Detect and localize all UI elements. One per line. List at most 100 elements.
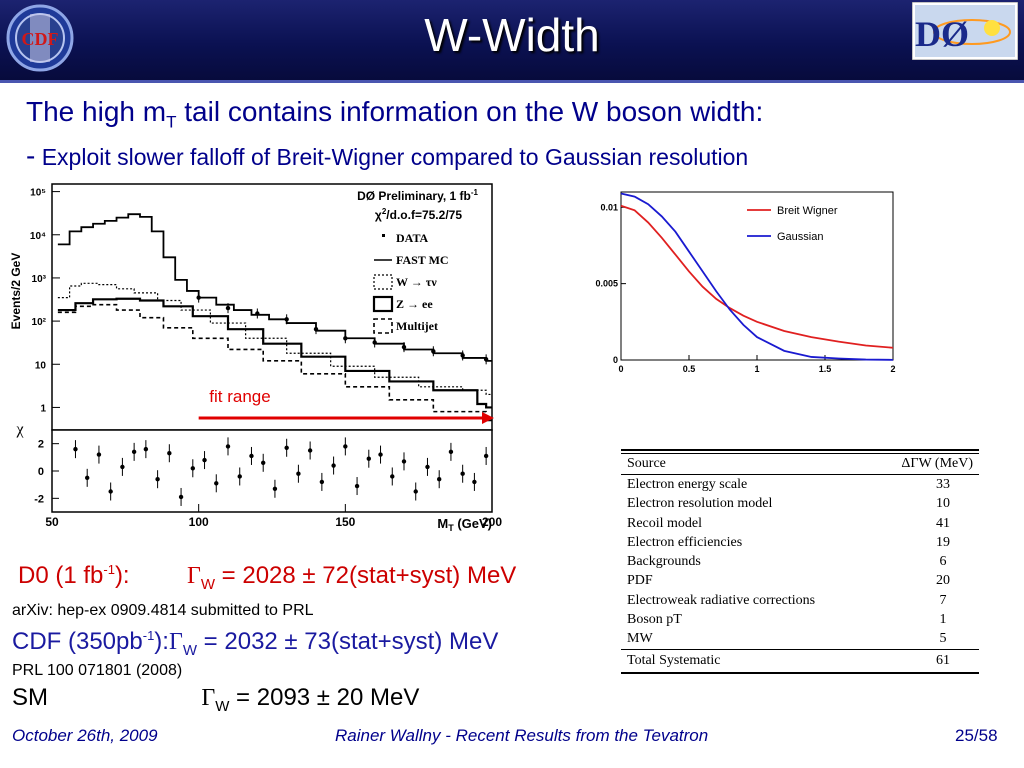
d0-logo-text: DØ <box>915 14 969 54</box>
fit-range-label: fit range <box>209 387 270 406</box>
chi2-label: χ2/d.o.f=75.2/75 <box>375 207 462 222</box>
data-point-7 <box>401 344 407 350</box>
table-cell-source: Boson pT <box>627 612 682 628</box>
d0-reference: arXiv: hep-ex 0909.4814 submitted to PRL <box>12 602 314 619</box>
table-row: PDF 20 <box>621 571 979 590</box>
residual-frame <box>51 429 493 513</box>
legend-label-4: Multijet <box>396 319 438 333</box>
d0-preliminary-label: DØ Preliminary, 1 fb-1 <box>357 188 478 203</box>
residual-point-2 <box>96 452 102 457</box>
series-multijet <box>57 303 492 422</box>
slide-title: W-Width <box>424 9 600 61</box>
residual-point-27 <box>390 474 395 479</box>
residual-point-19 <box>296 471 301 476</box>
cdf-logo-text: CDF <box>22 29 59 49</box>
table-header-delta: ΔΓW (MeV) <box>901 456 973 471</box>
legend-label-2: W → τν <box>396 275 437 289</box>
data-point-0 <box>196 295 201 300</box>
d0-result: D0 (1 fb-1): ΓW = 2028 ± 72(stat+syst) M… <box>18 562 516 593</box>
residual-point-6 <box>143 446 149 452</box>
intro-line-1-sub: T <box>166 112 177 132</box>
data-point-10 <box>483 357 489 362</box>
table-cell-value: 10 <box>936 496 950 512</box>
residual-point-22 <box>331 463 336 468</box>
residual-point-35 <box>483 453 489 459</box>
table-cell-source: PDF <box>627 573 653 589</box>
table-row: Electron efficiencies 19 <box>621 533 979 552</box>
d0-result-label: D0 (1 fb <box>18 562 104 589</box>
x-tick-label-50: 50 <box>45 515 59 529</box>
legend-marker-4 <box>373 318 393 334</box>
bw-y-tick-label-2: 0.01 <box>600 202 618 212</box>
cdf-result: CDF (350pb-1):ΓW = 2032 ± 73(stat+syst) … <box>12 628 498 659</box>
residual-point-13 <box>225 444 231 449</box>
bw-legend-label-0: Breit Wigner <box>777 205 838 217</box>
table-cell-source: Electron efficiencies <box>627 534 743 550</box>
table-cell-value: 5 <box>939 631 947 647</box>
residual-point-4 <box>120 464 125 470</box>
cdf-result-label: CDF (350pb <box>12 628 143 655</box>
main-frame <box>51 183 493 431</box>
residual-point-23 <box>343 444 348 449</box>
table-row: Electron resolution model 10 <box>621 494 979 513</box>
table-cell-source: MW <box>627 631 653 647</box>
sm-result: SM ΓW = 2093 ± 20 MeV <box>12 684 419 715</box>
footer-page: 25/58 <box>955 726 998 745</box>
residual-point-20 <box>307 448 313 453</box>
footer-center: Rainer Wallny - Recent Results from the … <box>335 726 709 745</box>
bw-series-0 <box>620 204 894 349</box>
residual-point-3 <box>108 489 113 494</box>
table-cell-source: Electroweak radiative corrections <box>627 592 816 608</box>
residual-point-18 <box>284 445 289 450</box>
fit-range-arrowhead <box>482 412 494 424</box>
residual-point-26 <box>378 452 383 457</box>
d0-logo: DØ <box>912 2 1018 60</box>
y-tick-label-3: 10³ <box>32 274 47 285</box>
data-point-6 <box>372 340 377 345</box>
table-cell-source: Electron resolution model <box>627 496 773 512</box>
table-cell-value: 41 <box>936 515 950 531</box>
residual-point-7 <box>155 477 160 482</box>
table-total-row: Total Systematic 61 <box>621 648 979 672</box>
bw-x-tick-label-1: 1 <box>754 364 759 374</box>
cdf-result-label-sup: -1 <box>142 628 155 643</box>
sm-gamma-sub: W <box>215 697 230 715</box>
residual-point-34 <box>472 479 477 485</box>
table-total-label: Total Systematic <box>627 652 721 668</box>
title-bar: W-Width <box>0 0 1024 83</box>
series-fast-mc <box>57 213 492 362</box>
table-header-source: Source <box>627 456 666 471</box>
table-cell-source: Backgrounds <box>627 554 701 570</box>
cdf-gamma: Γ <box>168 629 183 655</box>
residual-point-15 <box>249 453 254 459</box>
table-header: Source ΔΓW (MeV) <box>621 454 979 475</box>
d0-result-label-end: ): <box>114 562 130 589</box>
residual-point-17 <box>272 486 278 491</box>
residual-point-11 <box>202 457 207 463</box>
bw-gauss-chart: 0 0.5 1 1.5 2 0 0.005 0.01 Breit Wigner Gaussian <box>595 191 896 374</box>
y-tick-label-0: 1 <box>40 403 46 414</box>
y-tick-label-4: 10⁴ <box>30 231 46 242</box>
table-cell-value: 1 <box>939 612 947 628</box>
intro-line-1: The high mT tail contains information on… <box>26 96 763 133</box>
legend-marker-2 <box>373 274 393 290</box>
table-total-value: 61 <box>936 652 950 668</box>
bw-y-tick-label-0: 0 <box>613 355 618 365</box>
bw-legend-label-1: Gaussian <box>777 231 823 243</box>
data-point-4 <box>313 326 319 332</box>
residual-point-14 <box>237 474 242 479</box>
bw-legend: Breit Wigner Gaussian <box>747 205 838 243</box>
table-row: Electron energy scale 33 <box>621 475 979 494</box>
legend-marker-data <box>382 234 385 237</box>
table-row: MW 5 <box>621 629 979 648</box>
sm-result-value: = 2093 ± 20 MeV <box>229 684 420 711</box>
residual-y-label: χ <box>15 421 24 438</box>
d0-gamma: Γ <box>186 563 201 589</box>
residual-point-29 <box>413 489 418 494</box>
residual-point-5 <box>131 449 137 455</box>
data-point-2 <box>255 311 260 316</box>
table-body: Electron energy scale 33 Electron resoluti… <box>621 475 979 649</box>
sm-gamma: Γ <box>201 685 216 711</box>
legend-marker-3 <box>372 295 394 313</box>
table-cell-value: 33 <box>936 477 950 492</box>
